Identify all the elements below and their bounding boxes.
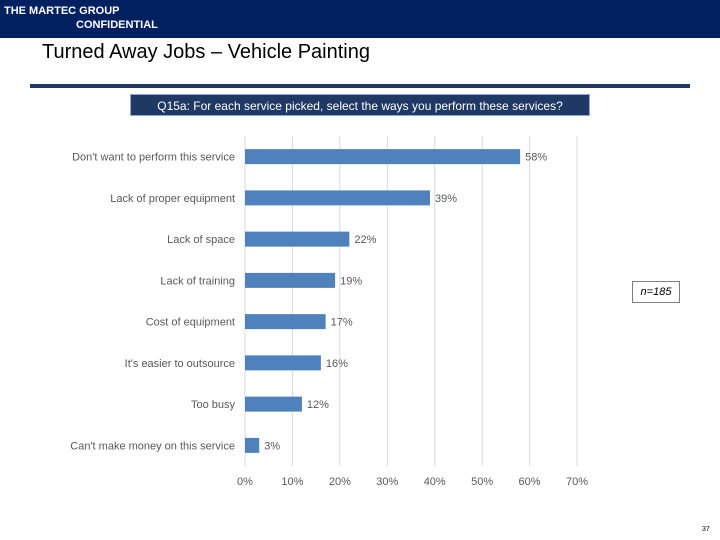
- x-tick-label: 50%: [471, 476, 493, 488]
- page-number: 37: [702, 526, 710, 533]
- data-label: 16%: [326, 358, 348, 370]
- x-tick-label: 40%: [424, 476, 446, 488]
- x-tick-label: 60%: [519, 476, 541, 488]
- bar: [245, 149, 521, 165]
- data-label: 39%: [435, 193, 457, 205]
- x-tick-label: 0%: [237, 476, 253, 488]
- category-label: Lack of training: [160, 275, 235, 287]
- category-label: Cost of equipment: [146, 317, 235, 329]
- bar: [245, 314, 326, 330]
- brand-text: THE MARTEC GROUP CONFIDENTIAL: [4, 4, 158, 32]
- category-label: It's easier to outsource: [125, 358, 235, 370]
- bar: [245, 355, 321, 371]
- x-tick-label: 30%: [376, 476, 398, 488]
- category-label: Lack of space: [167, 234, 235, 246]
- category-label: Too busy: [191, 399, 236, 411]
- page-title: Turned Away Jobs – Vehicle Painting: [42, 41, 370, 63]
- bar: [245, 190, 430, 206]
- category-label: Lack of proper equipment: [110, 193, 235, 205]
- brand-name: THE MARTEC GROUP: [4, 5, 120, 17]
- data-label: 58%: [525, 152, 547, 164]
- bar: [245, 231, 350, 247]
- category-label: Can't make money on this service: [70, 440, 235, 452]
- x-tick-label: 20%: [329, 476, 351, 488]
- bar: [245, 272, 336, 288]
- sample-size-box: n=185: [632, 281, 680, 303]
- header-bar: THE MARTEC GROUP CONFIDENTIAL: [0, 0, 720, 38]
- x-tick-label: 10%: [281, 476, 303, 488]
- data-label: 3%: [264, 440, 280, 452]
- confidential-label: CONFIDENTIAL: [76, 19, 158, 31]
- question-banner: Q15a: For each service picked, select th…: [130, 94, 590, 116]
- bar: [245, 437, 260, 453]
- data-label: 19%: [340, 275, 362, 287]
- bar: [245, 396, 302, 412]
- x-tick-label: 70%: [566, 476, 588, 488]
- category-label: Don't want to perform this service: [72, 152, 235, 164]
- data-label: 22%: [354, 234, 376, 246]
- data-label: 12%: [307, 399, 329, 411]
- data-label: 17%: [331, 317, 353, 329]
- title-divider: [30, 84, 690, 88]
